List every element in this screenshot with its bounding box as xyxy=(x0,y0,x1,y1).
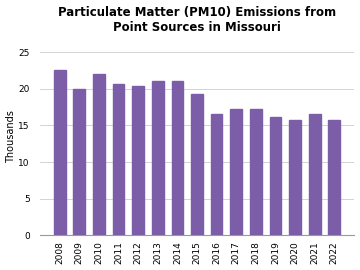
Title: Particulate Matter (PM10) Emissions from
Point Sources in Missouri: Particulate Matter (PM10) Emissions from… xyxy=(58,6,336,33)
Bar xyxy=(328,120,340,235)
Bar xyxy=(171,82,183,235)
Bar xyxy=(93,74,105,235)
Bar xyxy=(113,85,125,235)
Bar xyxy=(54,70,66,235)
Y-axis label: Thousands: Thousands xyxy=(5,110,15,163)
Bar xyxy=(191,94,203,235)
Bar xyxy=(73,89,85,235)
Bar xyxy=(211,114,222,235)
Bar xyxy=(132,86,144,235)
Bar xyxy=(309,114,320,235)
Bar xyxy=(152,82,164,235)
Bar xyxy=(289,120,301,235)
Bar xyxy=(270,117,281,235)
Bar xyxy=(250,109,262,235)
Bar xyxy=(230,109,242,235)
